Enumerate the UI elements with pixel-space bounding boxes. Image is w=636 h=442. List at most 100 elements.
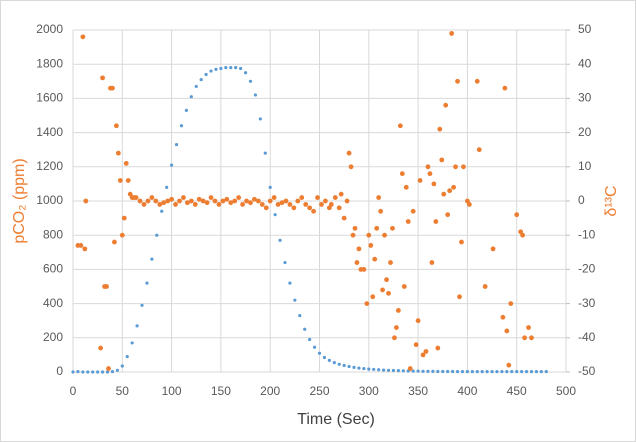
data-point <box>279 200 285 206</box>
data-point <box>170 163 174 167</box>
data-point <box>82 246 88 252</box>
data-point <box>145 281 149 285</box>
data-point <box>495 370 499 374</box>
data-point <box>366 232 372 238</box>
data-point <box>459 239 464 245</box>
data-point <box>273 213 277 217</box>
data-point <box>80 34 86 40</box>
x-axis-label: Time (Sec) <box>297 411 375 428</box>
data-point <box>439 157 445 163</box>
data-point <box>482 284 488 289</box>
data-point <box>386 368 391 372</box>
data-point <box>204 72 208 77</box>
data-point <box>287 202 293 207</box>
y-tick-label: 1200 <box>36 159 63 173</box>
x-tick-label: 0 <box>70 384 77 398</box>
data-point <box>415 318 421 324</box>
y2-tick-label: -10 <box>578 227 596 241</box>
data-point <box>115 150 121 156</box>
data-point <box>451 369 455 374</box>
data-point <box>427 171 433 177</box>
y-tick-label: 1800 <box>36 56 63 70</box>
data-point <box>372 256 378 262</box>
data-point <box>342 363 346 368</box>
data-point <box>295 198 301 204</box>
data-point <box>544 370 548 374</box>
data-point <box>344 198 350 204</box>
data-point <box>244 198 249 204</box>
data-point <box>380 287 386 293</box>
data-point <box>376 195 382 200</box>
data-point <box>416 369 420 373</box>
data-point <box>125 178 131 183</box>
data-point <box>188 198 194 204</box>
data-point <box>504 328 510 334</box>
data-point <box>312 345 317 349</box>
data-point <box>255 198 261 204</box>
data-point <box>436 369 440 374</box>
y2-tick-label: 40 <box>578 56 592 70</box>
data-point <box>490 370 494 374</box>
data-point <box>86 370 90 374</box>
data-point <box>113 123 119 129</box>
data-point <box>204 200 210 206</box>
data-point <box>112 239 117 245</box>
data-point <box>194 84 198 89</box>
data-point <box>460 370 465 374</box>
y2-axis-label: δ¹³C <box>603 185 620 216</box>
data-point <box>352 365 356 369</box>
data-point <box>397 123 403 129</box>
data-point <box>441 191 447 197</box>
x-tick-label: 150 <box>211 384 231 398</box>
data-point <box>216 202 222 207</box>
data-point <box>425 164 431 170</box>
data-point <box>275 202 281 207</box>
data-point <box>71 370 75 374</box>
data-point <box>441 369 445 374</box>
x-tick-label: 300 <box>359 384 379 398</box>
y-tick-label: 800 <box>43 227 63 241</box>
data-point <box>169 196 175 202</box>
data-point <box>303 202 309 207</box>
y2-tick-label: 20 <box>578 125 592 139</box>
data-point <box>145 198 151 204</box>
data-point <box>526 325 531 330</box>
data-point <box>104 284 109 289</box>
data-point <box>515 370 519 374</box>
data-point <box>455 78 460 84</box>
data-point <box>370 294 376 300</box>
data-point <box>367 367 371 371</box>
y-tick-label: 1600 <box>36 91 63 105</box>
data-point <box>362 366 366 371</box>
data-point <box>283 260 287 265</box>
data-point <box>165 185 169 189</box>
data-point <box>268 185 272 189</box>
data-point <box>173 202 178 207</box>
data-point <box>263 151 267 155</box>
data-point <box>417 178 423 183</box>
data-point <box>502 85 508 91</box>
data-point <box>91 370 95 374</box>
data-point <box>500 370 504 374</box>
data-point <box>457 294 462 300</box>
data-point <box>196 196 202 202</box>
y-tick-label: 1400 <box>36 125 63 139</box>
data-point <box>350 232 356 238</box>
data-point <box>377 368 381 372</box>
data-point <box>121 215 127 221</box>
y2-tick-label: -50 <box>578 364 596 378</box>
data-point <box>179 124 184 128</box>
data-point <box>248 79 253 83</box>
data-point <box>200 198 206 204</box>
x-tick-label: 400 <box>457 384 477 398</box>
data-point <box>337 362 341 366</box>
data-point <box>405 219 411 224</box>
data-point <box>421 369 425 373</box>
data-point <box>110 85 115 91</box>
data-point <box>155 233 159 237</box>
data-point <box>209 69 213 73</box>
data-point <box>470 370 474 374</box>
data-point <box>361 267 367 272</box>
y2-tick-label: -20 <box>578 262 596 276</box>
data-point <box>534 370 539 374</box>
